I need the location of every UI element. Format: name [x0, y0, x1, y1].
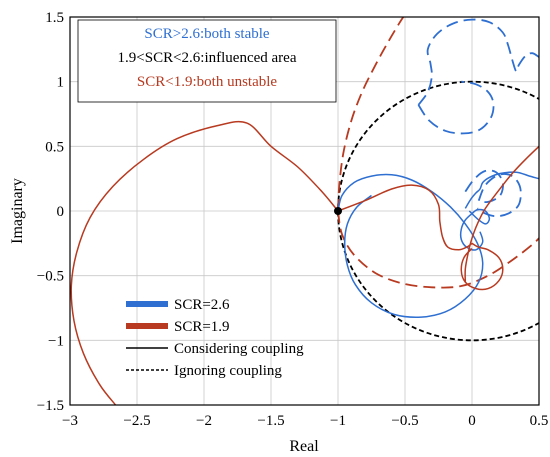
- annotation-line-1: 1.9<SCR<2.6:influenced area: [118, 50, 297, 66]
- series-curve-1: [337, 17, 405, 212]
- annotation-line-0: SCR>2.6:both stable: [144, 26, 269, 42]
- series-curve-9: [464, 171, 539, 209]
- series-curve-5: [464, 169, 504, 204]
- x-tick-label-0: −3: [62, 413, 78, 429]
- y-tick-label-6: −1.5: [37, 398, 64, 414]
- series-curve-12: [460, 242, 504, 291]
- y-tick-label-1: 1: [57, 75, 65, 91]
- x-tick-label-5: −0.5: [391, 413, 418, 429]
- x-tick-label-7: 0.5: [530, 413, 549, 429]
- x-tick-label-6: 0: [468, 413, 476, 429]
- y-tick-label-4: −0.5: [37, 269, 64, 285]
- critical-point-marker: [334, 207, 342, 215]
- annotation-box: [77, 19, 337, 103]
- annotation-line-2: SCR<1.9:both unstable: [137, 74, 277, 90]
- series-curve-13: [464, 145, 539, 283]
- legend-label-2: Considering coupling: [174, 341, 304, 357]
- plot-curves: [70, 17, 539, 405]
- series-curve-0: [337, 80, 539, 342]
- x-tick-label-4: −1: [330, 413, 346, 429]
- series-curve-10: [70, 120, 339, 405]
- legend-label-1: SCR=1.9: [174, 319, 230, 335]
- series-curve-8: [459, 208, 491, 251]
- y-tick-label-5: −1: [48, 333, 64, 349]
- y-tick-label-3: 0: [57, 204, 65, 220]
- x-tick-label-1: −2.5: [123, 413, 150, 429]
- legend-label-0: SCR=2.6: [174, 297, 230, 313]
- legend-label-3: Ignoring coupling: [174, 363, 282, 379]
- x-tick-labels: −3 −2.5 −2 −1.5 −1 −0.5 0 0.5: [62, 413, 548, 429]
- y-tick-label-2: 0.5: [45, 139, 64, 155]
- annotation-lines: SCR>2.6:both stable 1.9<SCR<2.6:influence…: [118, 26, 297, 90]
- y-axis-label: Imaginary: [9, 178, 26, 244]
- series-curve-11: [337, 184, 473, 251]
- series-curve-2: [337, 210, 539, 289]
- series-curve-6: [476, 173, 522, 218]
- x-axis-label: Real: [289, 438, 319, 455]
- y-tick-label-0: 1.5: [45, 10, 64, 26]
- x-tick-label-3: −1.5: [257, 413, 284, 429]
- y-tick-labels: 1.5 1 0.5 0 −0.5 −1 −1.5: [37, 10, 64, 414]
- x-tick-label-2: −2: [196, 413, 212, 429]
- series-curve-7: [337, 173, 484, 318]
- legend: SCR=2.6 SCR=1.9 Considering coupling Ignori…: [126, 297, 304, 379]
- series-curve-3: [417, 18, 539, 106]
- series-curve-4: [417, 80, 495, 135]
- plot-frame: [69, 16, 540, 406]
- critical-point: [334, 207, 342, 215]
